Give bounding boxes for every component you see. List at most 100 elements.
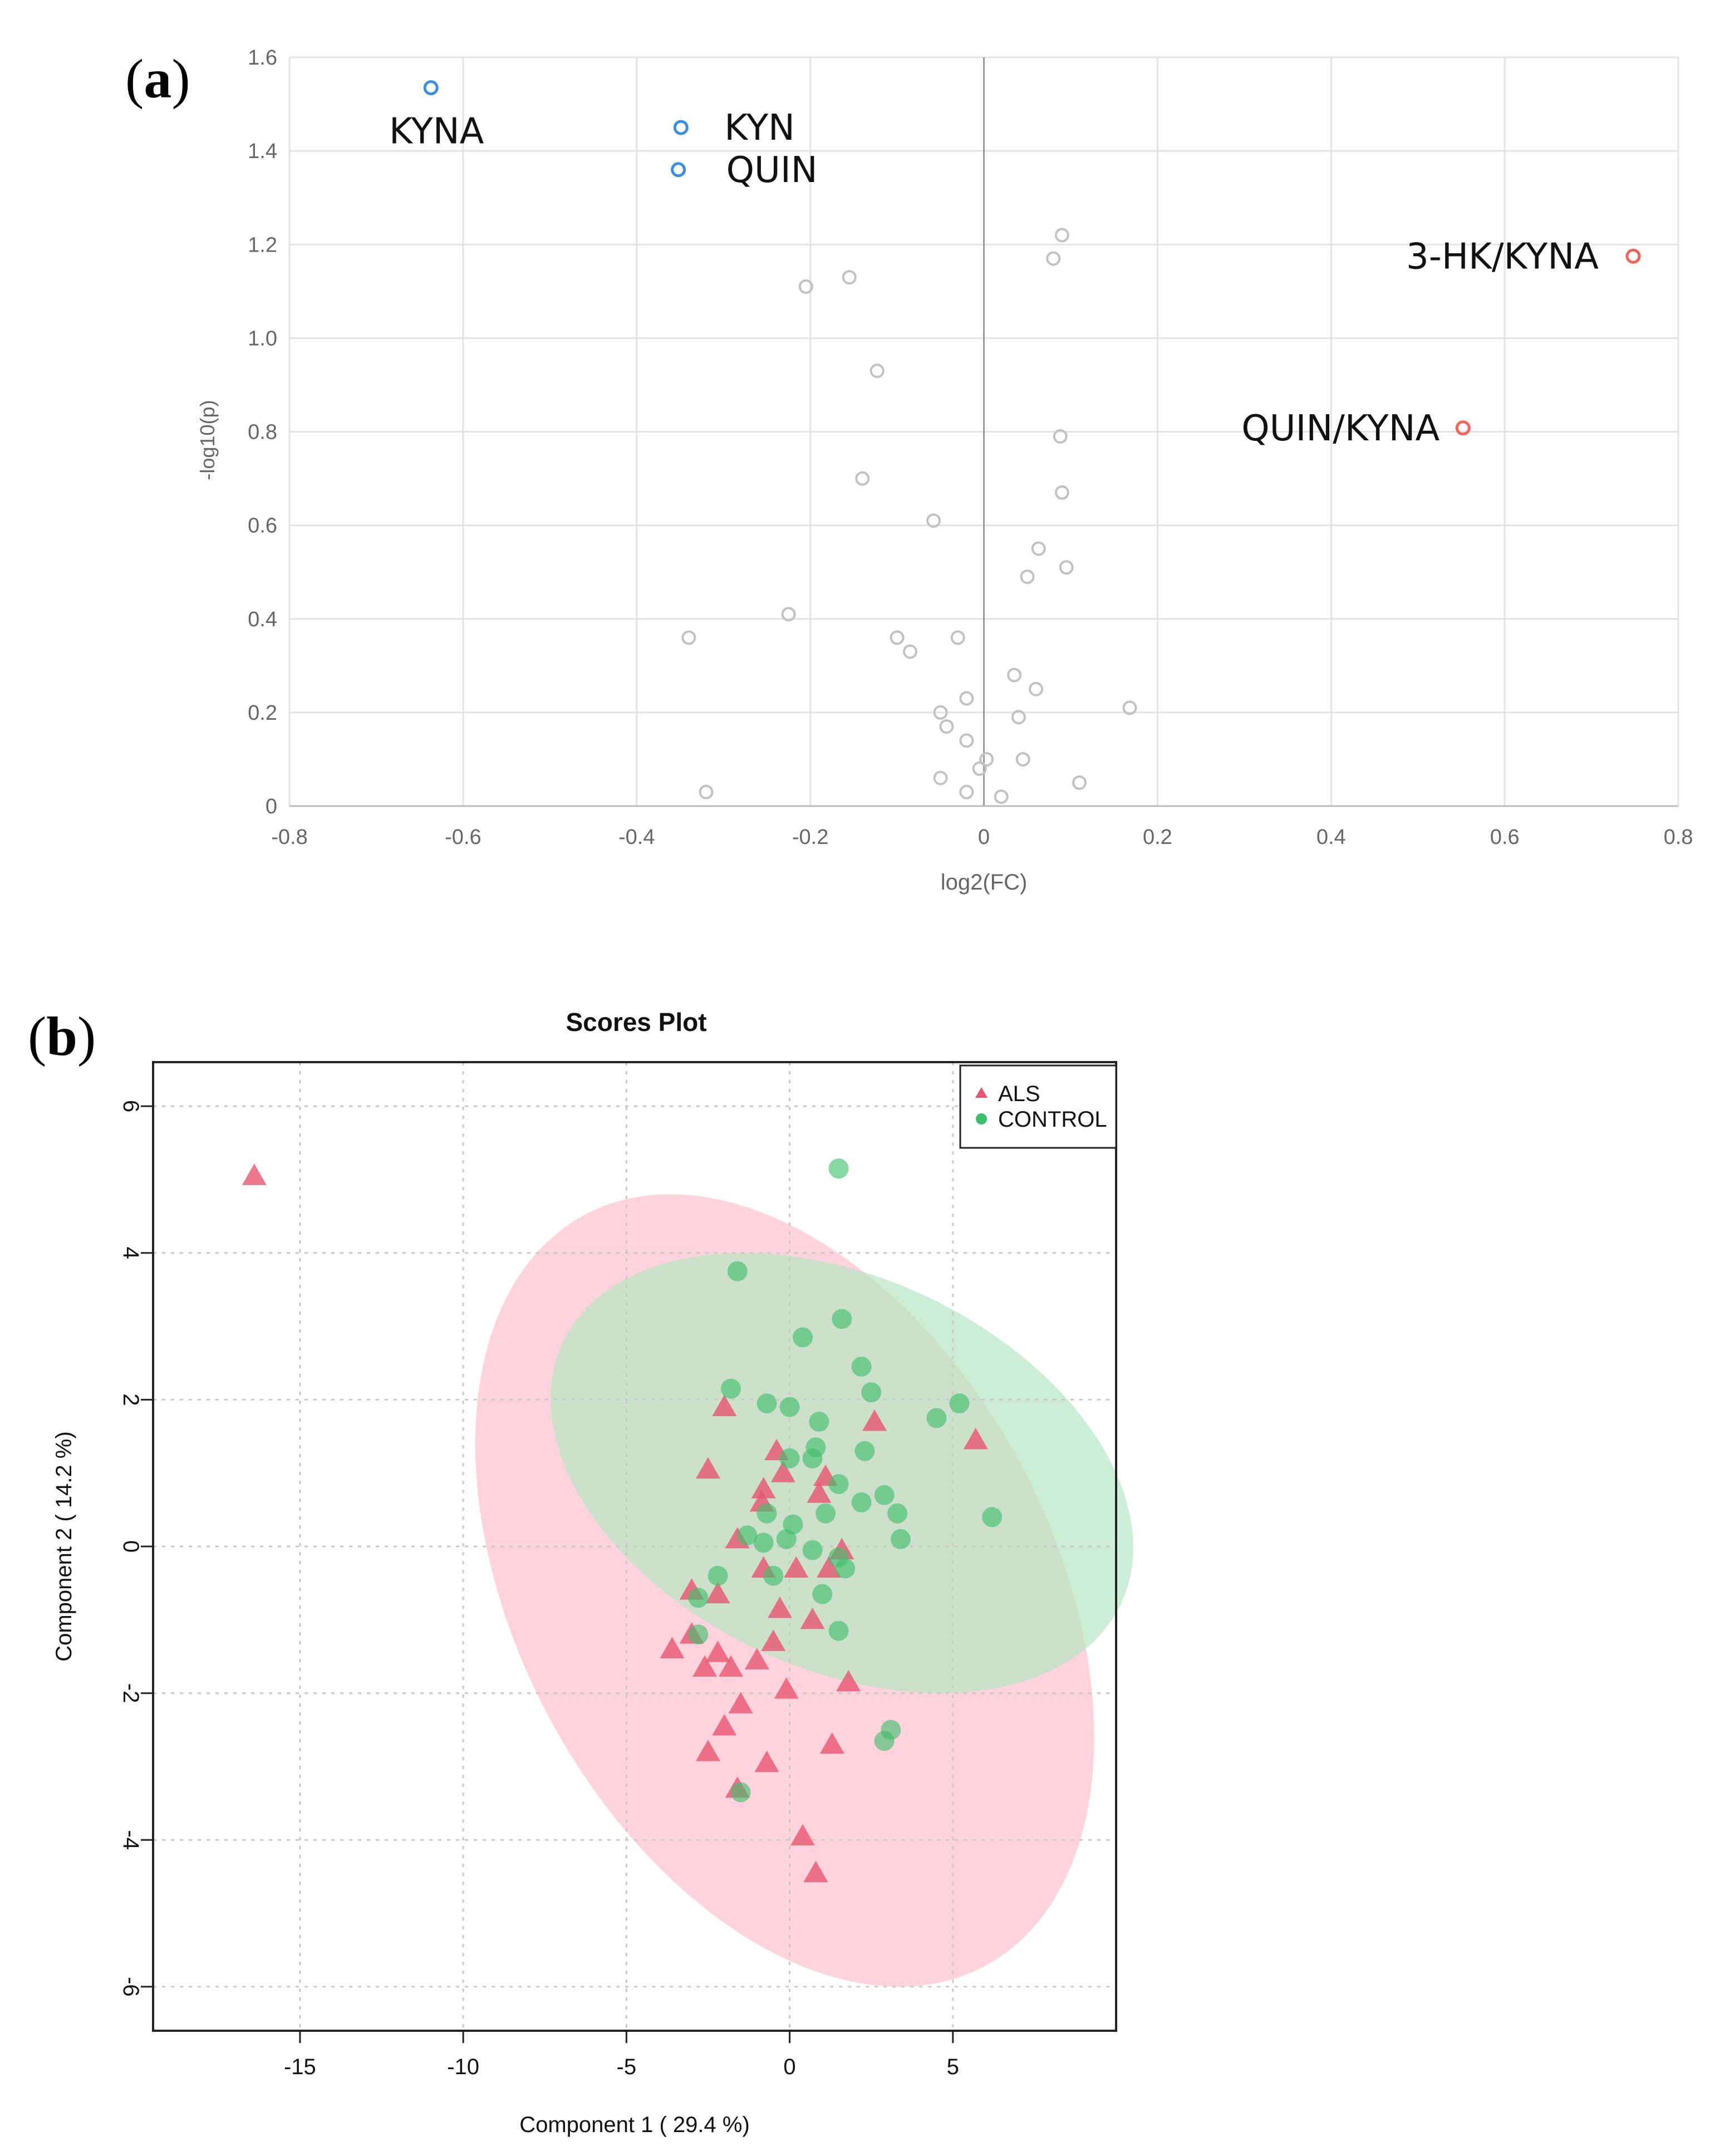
data-point-als: [774, 1677, 799, 1699]
data-point-als: [767, 1597, 792, 1618]
data-point: [972, 761, 987, 776]
scores-plot: Scores Plot -15 -10 -5 0 5 -6 -4 -2 0 2 4 6 Componen…: [52, 1008, 1133, 2137]
data-point: [1020, 569, 1035, 585]
data-point: [890, 630, 905, 645]
data-point-als: [800, 1607, 825, 1629]
x-tick-label: 0: [783, 2055, 795, 2079]
data-point-control: [809, 1411, 829, 1432]
data-point: [959, 784, 974, 799]
data-point-control: [727, 1261, 748, 1281]
data-point-als: [751, 1477, 776, 1499]
data-point: [1122, 700, 1137, 715]
data-point: [842, 270, 857, 285]
x-tick-label: 0.4: [1317, 826, 1346, 849]
data-point: [1046, 251, 1061, 266]
legend-label-control: CONTROL: [998, 1107, 1107, 1132]
data-point-als: [705, 1641, 730, 1662]
labeled-data-point: [1625, 248, 1641, 264]
data-point-control: [737, 1525, 758, 1546]
data-point: [939, 719, 954, 734]
data-point: [926, 513, 941, 528]
x-tick-label: -0.6: [445, 826, 481, 849]
legend-box: [959, 1064, 1117, 1149]
data-point-control: [753, 1533, 774, 1553]
y-tick-label: 1.0: [248, 327, 277, 350]
data-label: KYNA: [389, 111, 484, 153]
data-point-control: [854, 1441, 875, 1461]
y-tick-label: 0.8: [248, 421, 277, 444]
x-axis-title: log2(FC): [941, 870, 1028, 895]
data-point: [959, 691, 974, 706]
data-point-als: [712, 1394, 737, 1417]
y-axis-title: -log10(p): [196, 400, 219, 480]
data-point-control: [802, 1448, 823, 1469]
y-tick-label: 2: [119, 1393, 143, 1406]
data-point-control: [812, 1584, 833, 1604]
data-point-control: [779, 1448, 800, 1469]
y-tick-label: -2: [119, 1683, 143, 1703]
data-point-control: [757, 1393, 777, 1413]
volcano-plot: -0.8 -0.6 -0.4 -0.2 0 0.2 0.4 0.6 0.8 0 0.2 0.4 0.6 0…: [196, 46, 1693, 895]
confidence-ellipse-control: [551, 1253, 1133, 1693]
volcano-axes: -0.8 -0.6 -0.4 -0.2 0 0.2 0.4 0.6 0.8 0 0.2 0.4 0.6 0…: [196, 46, 1693, 895]
labeled-data-point: [1455, 420, 1471, 436]
data-point-control: [721, 1378, 741, 1399]
data-point-control: [776, 1529, 797, 1549]
data-point: [870, 364, 885, 379]
y-tick-label: 4: [119, 1247, 143, 1259]
legend-marker-control: [976, 1113, 987, 1124]
data-point-control: [949, 1393, 970, 1413]
data-point-als: [692, 1655, 718, 1677]
data-point-als: [242, 1163, 267, 1185]
data-label: QUIN/KYNA: [1241, 408, 1440, 449]
data-point: [798, 279, 813, 294]
data-point: [902, 644, 917, 659]
data-point-als: [836, 1669, 861, 1692]
y-tick-label: -6: [119, 1977, 143, 1997]
data-point-control: [926, 1408, 947, 1428]
scores-axes: -15 -10 -5 0 5 -6 -4 -2 0 2 4 6 Component 1 ( 29.4 %…: [52, 1061, 1117, 2137]
data-point-control: [861, 1382, 882, 1403]
data-point-control: [688, 1588, 709, 1608]
data-point: [1054, 485, 1069, 500]
data-point: [1031, 541, 1046, 556]
data-point-control: [832, 1309, 852, 1329]
data-point-control: [730, 1782, 751, 1803]
legend-label-als: ALS: [998, 1082, 1040, 1106]
x-tick-label: -0.2: [792, 826, 828, 849]
labeled-data-point: [423, 80, 439, 96]
data-label: QUIN: [726, 150, 818, 191]
x-tick-label: -0.4: [618, 826, 655, 849]
data-point-control: [763, 1565, 784, 1586]
data-point-als: [784, 1556, 809, 1578]
y-tick-label: 1.2: [248, 233, 277, 257]
data-point-als: [695, 1740, 720, 1761]
data-point-als: [790, 1824, 816, 1846]
data-point: [979, 752, 994, 767]
data-point: [950, 630, 965, 645]
data-point-als: [660, 1637, 685, 1659]
data-point: [781, 607, 796, 622]
data-point-control: [802, 1540, 823, 1560]
data-point: [933, 705, 948, 720]
y-axis-title: Component 2 ( 14.2 %): [52, 1431, 76, 1662]
data-point: [1059, 560, 1074, 575]
data-point-control: [816, 1503, 836, 1524]
data-point-als: [803, 1860, 828, 1883]
data-point: [699, 784, 714, 799]
y-tick-label: 6: [119, 1100, 143, 1112]
labeled-data-point: [671, 162, 686, 178]
y-tick-label: 1.6: [248, 46, 277, 70]
data-point-control: [851, 1357, 872, 1377]
data-point-control: [708, 1565, 728, 1586]
data-point-control: [757, 1503, 777, 1524]
data-point-als: [744, 1648, 769, 1669]
data-point-control: [851, 1492, 872, 1512]
y-tick-label: 0: [266, 795, 277, 818]
data-point-als: [712, 1713, 737, 1736]
data-point: [1029, 681, 1044, 696]
y-tick-label: 0.2: [248, 701, 277, 725]
y-tick-label: 1.4: [248, 140, 277, 163]
